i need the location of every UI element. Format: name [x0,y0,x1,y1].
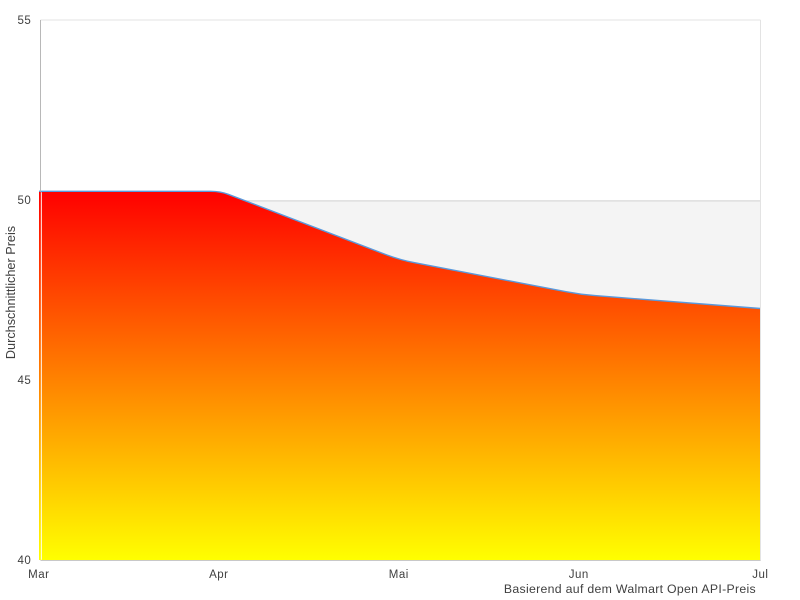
svg-text:Jul: Jul [752,569,768,581]
svg-text:45: 45 [18,375,32,387]
svg-text:40: 40 [18,555,32,567]
svg-text:Jun: Jun [569,569,589,581]
svg-text:Basierend auf dem Walmart Open: Basierend auf dem Walmart Open API-Preis [504,582,756,596]
svg-text:Durchschnittlicher Preis: Durchschnittlicher Preis [4,226,18,359]
svg-text:50: 50 [18,195,32,207]
svg-text:55: 55 [18,15,32,27]
svg-text:Apr: Apr [209,569,228,581]
svg-text:Mai: Mai [389,569,409,581]
svg-text:Mar: Mar [28,569,49,581]
